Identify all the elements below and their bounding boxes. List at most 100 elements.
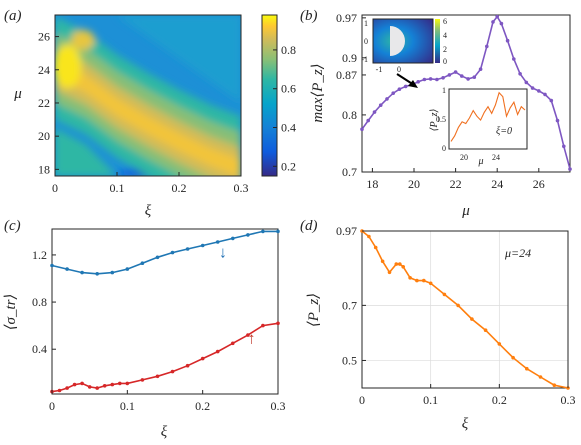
panel-a-xlabel: ξ	[145, 203, 152, 219]
panel-b-series-point	[385, 97, 389, 101]
panel-b-series-point	[549, 98, 554, 103]
panel-c-x-tick-label: 0	[49, 399, 55, 413]
panel-d-series-point	[552, 383, 557, 388]
panel-c-series-red-point	[125, 381, 130, 386]
panel-d-series-point	[401, 265, 406, 269]
panel-c-series-red-point	[276, 321, 280, 326]
panel-b-ylabel: max⟨P_z⟩	[310, 63, 326, 122]
panel-c-series-red-point	[65, 386, 69, 390]
inset-map-ytick: 0	[364, 37, 368, 46]
inset-map: 6 4 2 0 1 0 -1 -1 0	[361, 17, 447, 88]
panel-c-x-tick-label: 0.2	[195, 399, 210, 413]
panel-c-series-red-point	[95, 386, 99, 390]
panel-c-series-blue-point	[215, 240, 220, 244]
panel-b-series-point	[530, 86, 535, 90]
heatmap-ridge-core	[55, 59, 241, 176]
panel-b-series-point	[360, 127, 364, 131]
panel-b-series-point	[543, 92, 547, 97]
colorbar	[262, 15, 277, 176]
panel-d-xlabel: ξ	[462, 416, 469, 432]
panel-c-series-red-point	[170, 369, 175, 374]
panel-b-series-point	[403, 84, 408, 89]
panel-c-label: (c)	[4, 218, 21, 234]
panel-b-series-point	[366, 118, 371, 123]
panel-c: (c) 0 0.1 0.2 0.3 0.4 0.8 1.2 ξ ⟨σ_tr⟩ ↓ ↑	[3, 218, 286, 440]
panel-b-y-tick-label: 0.7	[342, 165, 357, 179]
panel-c-ylabel: ⟨σ_tr⟩	[3, 294, 19, 331]
panel-b-series-point	[505, 38, 510, 43]
inset-cbar-tick: 0	[443, 57, 447, 66]
panel-b-y-tick-label: 0.8	[342, 108, 357, 122]
panel-c-series-blue-point	[276, 229, 280, 234]
inset-series-line	[450, 91, 526, 142]
panel-b-frame	[361, 14, 571, 173]
panel-d-x-tick-label: 0.3	[561, 393, 576, 407]
panel-c-series-red-point	[231, 341, 235, 346]
panel-c-frame	[51, 228, 279, 395]
inset-map-ytick: 1	[364, 19, 368, 28]
panel-b-y-tick-label: 0.87	[336, 68, 357, 82]
panel-c-series-red-point	[72, 382, 77, 387]
inset-cbar-tick: 6	[443, 17, 447, 26]
panel-c-x-tick-label: 0.3	[271, 399, 286, 413]
panel-d-series-point	[442, 292, 447, 297]
panel-b-series-point	[416, 80, 421, 84]
heatmap-body	[55, 15, 241, 176]
panel-d-series-line	[361, 230, 569, 389]
panel-b-series-point	[485, 44, 489, 49]
colorbar-tick-label: 0.6	[281, 82, 296, 96]
panel-c-series-red-point	[261, 323, 265, 328]
panel-c-xlabel: ξ	[161, 424, 168, 440]
panel-d-series-point	[415, 278, 419, 283]
panel-c-series-red-point	[80, 381, 84, 386]
colorbar-tick-label: 0.4	[281, 121, 296, 135]
panel-c-series-blue-point	[65, 267, 69, 271]
inset-line-plot: 1 0.5 0 20 24 μ ⟨P_z⟩ ξ=0	[429, 86, 528, 167]
panel-b-series-point	[499, 21, 504, 26]
panel-b-x-tick-label: 20	[408, 177, 420, 191]
panel-b-series-point	[472, 75, 477, 79]
inset-ylabel: ⟨P_z⟩	[429, 109, 440, 132]
panel-c-series-blue-point	[231, 236, 235, 241]
panel-c-series-blue-point	[155, 255, 160, 260]
panel-a-y-tick-label: 20	[38, 129, 50, 143]
panel-d-x-tick-label: 0.2	[492, 393, 507, 407]
inset-map-xtick: 0	[397, 65, 401, 74]
panel-b-xlabel: μ	[461, 203, 470, 219]
panel-c-series-red-point	[215, 349, 220, 354]
panel-c-series-blue-point	[170, 250, 175, 255]
panel-b-x-tick-label: 26	[533, 177, 545, 191]
panel-d-ylabel: ⟨P_z⟩	[306, 293, 322, 327]
panel-a-x-tick-label: 0.1	[110, 181, 125, 195]
panel-d-series-point	[456, 303, 460, 308]
panel-c-series-blue-point	[140, 261, 145, 266]
inset-arrow-head	[408, 80, 418, 88]
panel-d-y-tick-label: 0.5	[342, 353, 357, 367]
panel-b-series-point	[568, 167, 572, 171]
panel-c-series-blue-point	[110, 270, 115, 275]
panel-b-series-point	[518, 72, 522, 76]
panel-d-series-point	[398, 262, 402, 266]
panel-c-arrow-annotation: ↑	[248, 330, 256, 347]
panel-a-y-tick-label: 22	[38, 96, 50, 110]
panel-b-series-point	[422, 77, 427, 82]
panel-c-series-red-point	[102, 384, 107, 388]
inset-xtick: 20	[460, 153, 468, 162]
panel-d: (d) 0 0.1 0.2 0.3 0.5 0.7 0.97 ξ ⟨P_z⟩ μ=24	[300, 218, 576, 432]
panel-b-series-point	[512, 57, 516, 61]
panel-d-series-point	[511, 355, 515, 360]
panel-c-series-red-point	[200, 356, 205, 361]
inset-xlabel: μ	[477, 156, 483, 167]
panel-c-series-blue-point	[185, 247, 190, 251]
panel-c-series-red-point	[185, 363, 190, 368]
inset-ytick: 0.5	[436, 115, 446, 124]
panel-b-series-point	[537, 89, 541, 93]
panel-d-series-point	[373, 245, 378, 250]
panel-b: (b) 18 20 22 24 260.70.80.870.90.97 μ max⟨P_…	[300, 8, 572, 219]
panel-a-x-tick-label: 0.2	[172, 181, 187, 195]
panel-b-series-point	[372, 110, 377, 114]
panel-a-y-tick-label: 24	[38, 63, 50, 77]
heatmap-mid-region	[55, 127, 117, 176]
panel-c-series-red-point	[155, 374, 160, 379]
inset-ytick: 0	[442, 144, 446, 153]
